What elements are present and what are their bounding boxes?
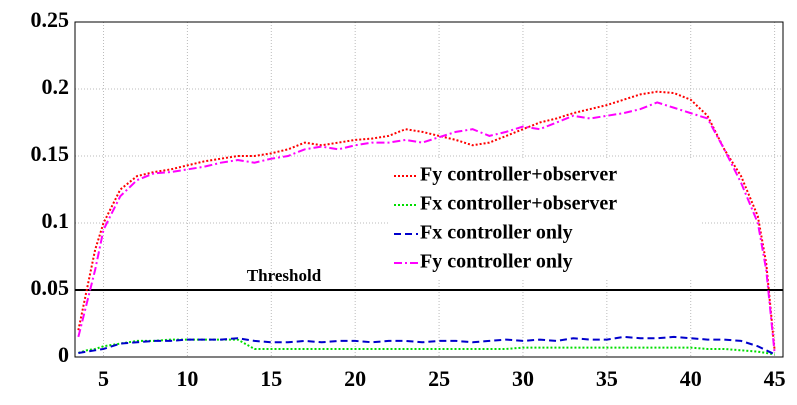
x-tick-label: 35 xyxy=(596,366,618,391)
x-tick-label: 5 xyxy=(98,366,109,391)
x-tick-label: 40 xyxy=(680,366,702,391)
x-tick-label: 10 xyxy=(176,366,198,391)
y-tick-label: 0 xyxy=(58,342,69,367)
legend-label: Fy controller+observer xyxy=(420,164,617,186)
series-line xyxy=(77,90,776,351)
x-tick-label: 30 xyxy=(512,366,534,391)
series-line xyxy=(78,338,775,356)
x-tick-label: 15 xyxy=(260,366,282,391)
y-tick-label: 0.05 xyxy=(31,275,70,300)
y-tick-label: 0.25 xyxy=(31,7,70,32)
y-tick-label: 0.15 xyxy=(31,141,70,166)
legend-label: Fy controller only xyxy=(420,251,573,273)
y-tick-label: 0.2 xyxy=(42,74,70,99)
legend-label: Fx controller+observer xyxy=(420,193,617,215)
y-tick-label: 0.1 xyxy=(42,208,70,233)
threshold-label: Threshold xyxy=(247,266,322,285)
legend-box xyxy=(388,160,700,280)
x-tick-label: 20 xyxy=(344,366,366,391)
x-tick-label: 45 xyxy=(764,366,786,391)
series-line xyxy=(78,335,776,356)
legend-label: Fx controller only xyxy=(420,222,573,244)
x-tick-label: 25 xyxy=(428,366,450,391)
plot-frame xyxy=(74,21,784,358)
series-line xyxy=(77,101,776,354)
